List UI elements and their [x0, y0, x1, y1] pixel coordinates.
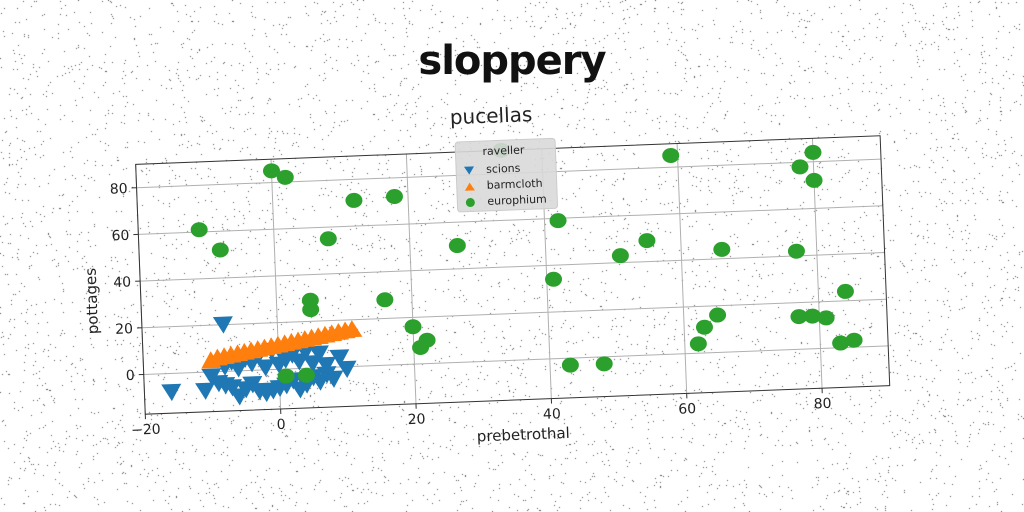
scions-point	[316, 356, 337, 375]
europhium-point	[713, 241, 731, 257]
europhium-point	[385, 189, 403, 205]
europhium-point	[805, 172, 823, 188]
x-grid-line	[405, 153, 417, 404]
europhium-point	[302, 302, 320, 318]
scions-point	[255, 359, 276, 377]
legend-title: raveller	[482, 143, 525, 158]
scions-point	[195, 382, 216, 400]
x-axis-label: prebetrothal	[477, 424, 571, 446]
legend-entry-scions: scions	[464, 162, 521, 176]
europhium-point	[404, 319, 422, 335]
x-tick-label: 60	[678, 401, 696, 418]
europhium-point	[662, 148, 680, 164]
europhium-point	[448, 238, 466, 254]
europhium-point	[836, 283, 854, 299]
legend-label-scions: scions	[486, 162, 521, 176]
europhium-point	[832, 335, 850, 351]
europhium-point	[689, 336, 707, 352]
scions-point	[201, 368, 222, 386]
legend-marker-barmcloth	[464, 182, 475, 191]
legend-marker-scions	[464, 166, 474, 175]
europhium-point	[549, 213, 567, 229]
scions-point	[329, 349, 350, 367]
europhium-point	[803, 308, 821, 324]
europhium-point	[276, 169, 294, 185]
legend-entry-barmcloth: barmcloth	[464, 177, 543, 192]
y-axis-label: pottages	[82, 268, 103, 335]
x-grid-line	[676, 143, 688, 394]
europhium-point	[804, 144, 822, 160]
legend-marker-europhium	[465, 198, 475, 208]
axes-title: pucellas	[449, 102, 532, 129]
europhium-point	[190, 222, 208, 238]
x-tick-label: 80	[813, 396, 831, 413]
europhium-point	[211, 242, 229, 258]
y-tick-label: 60	[111, 228, 129, 245]
legend-box	[454, 137, 559, 213]
scions-point	[336, 360, 357, 379]
europhium-point	[277, 368, 295, 384]
data-marks	[161, 142, 863, 406]
y-grid-line	[140, 252, 885, 282]
europhium-point	[345, 192, 363, 208]
scions-point	[308, 345, 329, 363]
europhium-point	[418, 332, 436, 348]
legend: raveller scions barmcloth europhium	[454, 137, 559, 213]
y-tick-label: 0	[126, 368, 136, 384]
y-tick-label: 20	[115, 321, 133, 338]
europhium-point	[319, 231, 337, 247]
scions-point	[323, 370, 344, 388]
europhium-point	[611, 248, 629, 264]
europhium-point	[791, 159, 809, 175]
y-tick-label: 40	[113, 274, 131, 291]
x-tick-label: −20	[131, 422, 161, 439]
y-grid-line	[138, 205, 883, 235]
europhium-point	[595, 356, 613, 372]
figure-suptitle: sloppery	[418, 38, 606, 84]
axis-ticks: −20 0 20 40 60 80 0 20 40 60 80	[109, 181, 831, 439]
y-tick-label: 80	[109, 181, 127, 198]
legend-label-europhium: europhium	[487, 193, 547, 208]
y-grid-line	[141, 298, 887, 329]
scions-point	[161, 383, 182, 402]
legend-label-barmcloth: barmcloth	[486, 177, 542, 192]
europhium-point	[545, 271, 563, 287]
europhium-point	[297, 367, 315, 383]
plot-group: −20 0 20 40 60 80 0 20 40 60 80 pucellas prebetrot…	[82, 102, 891, 446]
europhium-point	[845, 332, 863, 348]
europhium-point	[262, 163, 280, 179]
europhium-point	[561, 357, 579, 373]
legend-entry-europhium: europhium	[465, 193, 547, 208]
europhium-point	[638, 233, 656, 249]
x-tick-label: 40	[543, 406, 561, 423]
europhium-point	[790, 309, 808, 325]
x-tick-label: 20	[407, 411, 425, 428]
europhium-point	[709, 307, 727, 323]
x-tick-label: 0	[276, 417, 286, 433]
europhium-point	[787, 243, 805, 259]
barmcloth-point	[342, 320, 363, 338]
europhium-point	[695, 319, 713, 335]
scions-point	[212, 316, 233, 334]
europhium-point	[376, 292, 394, 308]
europhium-point	[817, 310, 835, 326]
